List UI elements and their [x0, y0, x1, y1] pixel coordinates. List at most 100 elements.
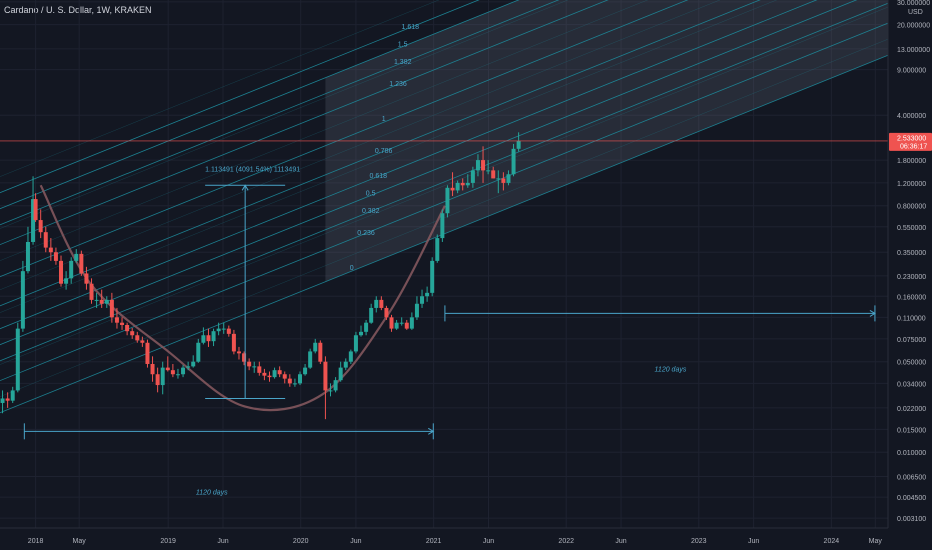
candle-body	[308, 351, 313, 368]
candle-body	[338, 367, 343, 381]
fib-level-line	[0, 0, 898, 362]
candle-body	[99, 299, 104, 304]
candle-body	[348, 351, 353, 362]
rounded-bottom-curve	[39, 184, 446, 412]
price-tick-label: 0.160000	[897, 294, 926, 301]
price-unit-label: USD	[908, 9, 923, 16]
candle-body	[333, 380, 338, 391]
candle-body	[430, 260, 435, 293]
candle-body	[323, 361, 328, 391]
time-tick-label: Jun	[483, 538, 494, 545]
candle-body	[460, 182, 465, 186]
candle-body	[53, 252, 58, 261]
candle-body	[379, 299, 384, 308]
candle-body	[150, 363, 155, 375]
candle-body	[64, 278, 69, 284]
fib-level-line	[0, 0, 818, 330]
date-range-arrowhead	[428, 427, 435, 435]
fib-level-label: 1.618	[402, 24, 420, 31]
fib-level-label: 0.786	[375, 148, 393, 155]
candle-body	[353, 335, 358, 352]
fib-level-subline	[0, 0, 907, 365]
candle-body	[79, 253, 84, 274]
fib-level-line	[0, 0, 689, 278]
candle-body	[170, 370, 175, 375]
candle-body	[59, 260, 64, 284]
candle-body	[109, 299, 114, 318]
candle-body	[287, 378, 292, 384]
candle-body	[450, 187, 455, 191]
candle-body	[165, 367, 170, 371]
price-tick-label: 0.110000	[897, 315, 926, 322]
price-tick-label: 0.350000	[897, 250, 926, 257]
time-tick-label: May	[869, 538, 883, 545]
candle-body	[74, 253, 79, 261]
candle-body	[267, 375, 272, 378]
candle-body	[89, 283, 94, 300]
time-tick-label: 2019	[160, 538, 176, 545]
time-tick-label: Jun	[217, 538, 228, 545]
candle-body	[252, 366, 257, 368]
candle-body	[20, 271, 25, 329]
time-tick-label: 2018	[28, 538, 44, 545]
price-tick-label: 9.000000	[897, 68, 926, 75]
price-tick-label: 0.550000	[897, 225, 926, 232]
candle-body	[206, 335, 211, 342]
fib-level-label: 1	[382, 116, 386, 123]
candle-body	[404, 322, 409, 329]
fib-level-line	[0, 0, 480, 194]
candle-body	[155, 374, 160, 386]
date-range-label: 1120 days	[655, 366, 687, 373]
fib-level-line	[0, 0, 560, 226]
price-axis-bg	[888, 0, 932, 550]
candle-body	[242, 353, 247, 362]
candle-body	[181, 367, 186, 375]
price-tick-label: 0.230000	[897, 274, 926, 281]
candle-body	[496, 178, 501, 180]
price-axis[interactable]: 30.000000 20.000000 13.000000 9.000000 4.000…	[887, 0, 932, 550]
fib-level-subline	[0, 0, 721, 291]
candle-body	[69, 260, 74, 279]
candle-body	[328, 390, 333, 392]
candle-body	[369, 307, 374, 323]
fib-level-subline	[0, 0, 778, 313]
price-tick-label: 30.000000	[897, 0, 930, 7]
candle-body	[272, 370, 277, 378]
time-tick-label: 2022	[558, 538, 574, 545]
time-tick-label: 2021	[426, 538, 442, 545]
candle-body	[130, 331, 135, 336]
last-price-label: 2.533000	[897, 135, 926, 142]
candle-body	[94, 299, 99, 301]
price-tick-label: 0.800000	[897, 204, 926, 211]
candle-body	[511, 148, 516, 175]
time-axis-bg	[0, 528, 932, 550]
fib-level-label: 0.382	[362, 208, 380, 215]
time-tick-label: Jun	[748, 538, 759, 545]
fib-level-line	[0, 0, 609, 246]
candle-body	[216, 328, 221, 332]
candle-body	[292, 383, 297, 385]
candle-body	[359, 331, 364, 336]
curve-path	[39, 184, 446, 412]
candle-body	[491, 170, 496, 179]
candle-body	[236, 351, 241, 354]
time-axis[interactable]: 2018 May 2019 Jun 2020 Jun 2021 Jun 2022 Jun 2023 J…	[0, 527, 932, 550]
candle-body	[481, 160, 486, 171]
date-range-arrowhead	[869, 309, 876, 317]
candle-body	[140, 340, 145, 343]
fib-level-line	[0, 0, 858, 346]
candle-body	[135, 335, 140, 341]
fib-level-label: 0	[350, 265, 354, 272]
candle-body	[231, 333, 236, 352]
candle-body	[191, 361, 196, 367]
price-tick-label: 0.003100	[897, 516, 926, 523]
price-tick-label: 0.015000	[897, 427, 926, 434]
candle-body	[384, 307, 389, 318]
candle-body	[31, 199, 36, 242]
price-tick-label: 0.006500	[897, 474, 926, 481]
candle-body	[440, 213, 445, 239]
candle-body	[0, 398, 5, 403]
